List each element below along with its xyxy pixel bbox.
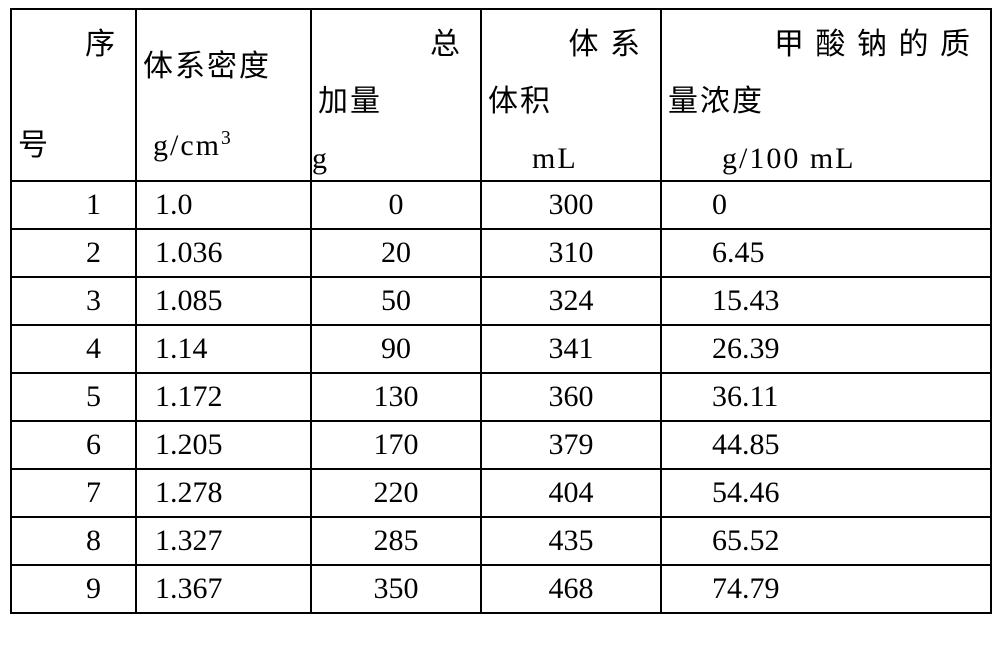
- cell-total-add: 20: [311, 229, 481, 277]
- col-header-density-mid: 体系密度: [137, 38, 310, 95]
- col-header-conc: 甲 酸 钠 的 质 量浓度 g/100 mL: [661, 9, 991, 181]
- cell-seq: 5: [11, 373, 136, 421]
- col-header-seq: 序 号: [11, 9, 136, 181]
- cell-volume: 300: [481, 181, 661, 229]
- cell-seq: 7: [11, 469, 136, 517]
- table-row: 9 1.367 350 468 74.79: [11, 565, 991, 613]
- col-header-seq-top: 序: [12, 16, 135, 73]
- cell-total-add: 220: [311, 469, 481, 517]
- cell-seq: 9: [11, 565, 136, 613]
- cell-conc: 26.39: [661, 325, 991, 373]
- col-header-total-add-mid: 加量: [312, 73, 480, 130]
- col-header-volume-mid: 体积: [482, 73, 660, 130]
- cell-density: 1.14: [136, 325, 311, 373]
- cell-seq: 4: [11, 325, 136, 373]
- cell-seq: 1: [11, 181, 136, 229]
- col-header-volume: 体 系 体积 mL: [481, 9, 661, 181]
- cell-density: 1.036: [136, 229, 311, 277]
- cell-volume: 435: [481, 517, 661, 565]
- col-header-density-unit-base: g/cm: [153, 129, 221, 162]
- cell-total-add: 285: [311, 517, 481, 565]
- col-header-total-add-top: 总: [312, 16, 480, 73]
- col-header-density-unit-sup: 3: [221, 128, 231, 149]
- cell-seq: 8: [11, 517, 136, 565]
- col-header-seq-bot: 号: [12, 117, 135, 174]
- col-header-total-add-unit: g: [312, 130, 480, 187]
- cell-volume: 324: [481, 277, 661, 325]
- cell-volume: 360: [481, 373, 661, 421]
- col-header-density-unit: g/cm3: [137, 117, 310, 174]
- col-header-volume-unit: mL: [482, 130, 660, 187]
- col-header-conc-unit: g/100 mL: [662, 130, 990, 187]
- col-header-volume-top: 体 系: [482, 16, 660, 73]
- cell-total-add: 0: [311, 181, 481, 229]
- cell-conc: 44.85: [661, 421, 991, 469]
- col-header-conc-top: 甲 酸 钠 的 质: [662, 16, 990, 73]
- col-header-conc-mid: 量浓度: [662, 73, 990, 130]
- cell-total-add: 170: [311, 421, 481, 469]
- cell-density: 1.327: [136, 517, 311, 565]
- cell-conc: 6.45: [661, 229, 991, 277]
- table-row: 2 1.036 20 310 6.45: [11, 229, 991, 277]
- cell-density: 1.172: [136, 373, 311, 421]
- cell-total-add: 50: [311, 277, 481, 325]
- cell-volume: 404: [481, 469, 661, 517]
- cell-conc: 54.46: [661, 469, 991, 517]
- table-row: 3 1.085 50 324 15.43: [11, 277, 991, 325]
- cell-seq: 6: [11, 421, 136, 469]
- table-row: 4 1.14 90 341 26.39: [11, 325, 991, 373]
- table-row: 5 1.172 130 360 36.11: [11, 373, 991, 421]
- cell-conc: 0: [661, 181, 991, 229]
- cell-density: 1.085: [136, 277, 311, 325]
- cell-density: 1.278: [136, 469, 311, 517]
- cell-conc: 65.52: [661, 517, 991, 565]
- col-header-density: 体系密度 g/cm3: [136, 9, 311, 181]
- table-row: 1 1.0 0 300 0: [11, 181, 991, 229]
- cell-density: 1.205: [136, 421, 311, 469]
- cell-density: 1.367: [136, 565, 311, 613]
- table-body: 1 1.0 0 300 0 2 1.036 20 310 6.45 3 1.08…: [11, 181, 991, 613]
- cell-volume: 341: [481, 325, 661, 373]
- table-row: 8 1.327 285 435 65.52: [11, 517, 991, 565]
- cell-conc: 74.79: [661, 565, 991, 613]
- data-table: 序 号 体系密度 g/cm3 总 加量 g: [10, 8, 992, 614]
- cell-total-add: 130: [311, 373, 481, 421]
- cell-density: 1.0: [136, 181, 311, 229]
- table-header-row: 序 号 体系密度 g/cm3 总 加量 g: [11, 9, 991, 181]
- cell-volume: 310: [481, 229, 661, 277]
- cell-seq: 3: [11, 277, 136, 325]
- table-row: 7 1.278 220 404 54.46: [11, 469, 991, 517]
- cell-conc: 36.11: [661, 373, 991, 421]
- cell-total-add: 90: [311, 325, 481, 373]
- table-row: 6 1.205 170 379 44.85: [11, 421, 991, 469]
- cell-volume: 468: [481, 565, 661, 613]
- cell-total-add: 350: [311, 565, 481, 613]
- col-header-total-add: 总 加量 g: [311, 9, 481, 181]
- cell-volume: 379: [481, 421, 661, 469]
- cell-conc: 15.43: [661, 277, 991, 325]
- cell-seq: 2: [11, 229, 136, 277]
